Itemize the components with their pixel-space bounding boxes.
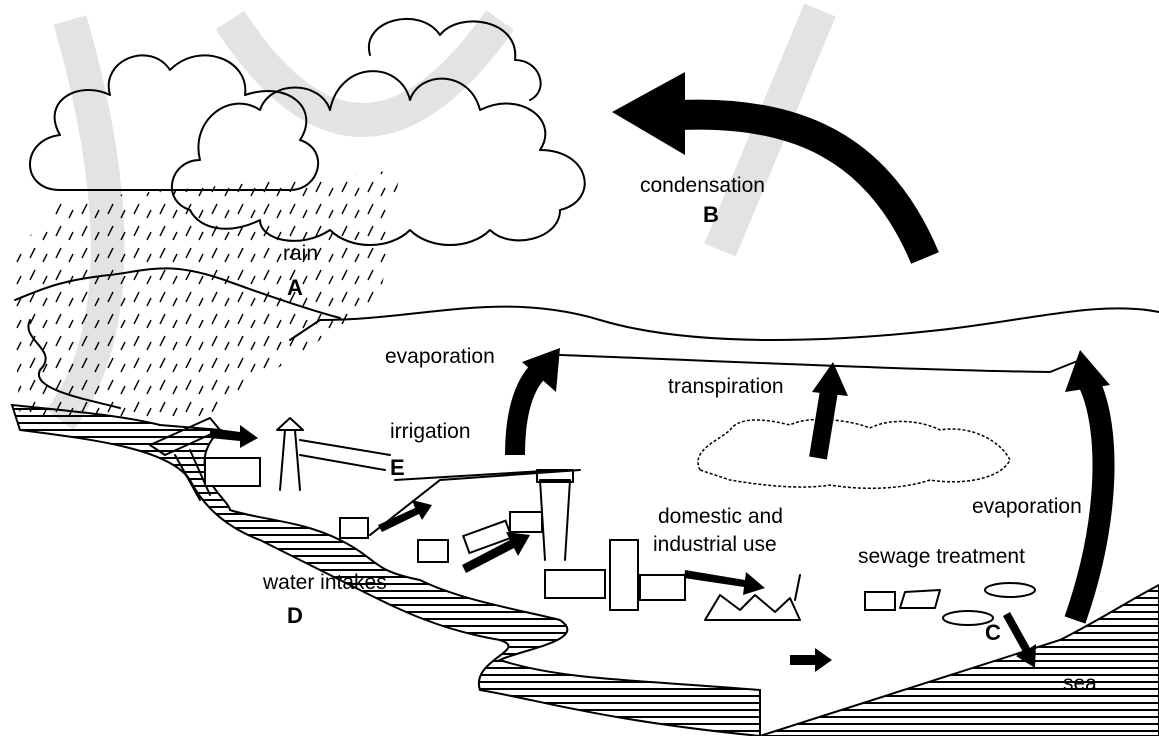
rain — [10, 170, 400, 420]
label: sea — [1063, 672, 1097, 695]
hill — [14, 267, 341, 319]
sea-evaporation-arrow — [1064, 380, 1115, 624]
cloud — [29, 54, 319, 191]
flow-arrow — [790, 648, 832, 672]
cloud — [367, 18, 542, 101]
label: transpiration — [668, 375, 784, 398]
river — [10, 403, 761, 736]
letter: B — [703, 202, 719, 227]
evaporation-arrow — [505, 357, 552, 456]
cloud — [171, 70, 586, 246]
label: evaporation — [972, 495, 1082, 518]
hill-line — [289, 305, 1159, 341]
label: water intakes — [262, 571, 387, 594]
transpiration-arrow-head — [812, 362, 848, 396]
forest — [697, 418, 1011, 489]
letter: D — [287, 603, 303, 628]
intake-arrow — [210, 425, 258, 448]
letter: E — [390, 455, 405, 480]
evaporation-arrow-head — [522, 348, 560, 392]
label: domestic and — [658, 505, 783, 528]
transpiration-arrow — [809, 383, 839, 460]
label: rain — [283, 242, 318, 265]
label: condensation — [640, 174, 765, 197]
label: industrial use — [653, 533, 777, 556]
irrigation-arrow — [462, 532, 530, 573]
labels: rain A condensation B evaporation transp… — [262, 174, 1097, 695]
letter: A — [287, 275, 303, 300]
condensation-arrow — [679, 99, 939, 264]
condensation-arrow-head — [612, 72, 685, 155]
outflow-arrow — [1003, 612, 1036, 668]
letter: C — [985, 620, 1001, 645]
sea-evaporation-arrow-head — [1065, 350, 1110, 392]
horizon — [559, 354, 1081, 373]
label: evaporation — [385, 345, 495, 368]
hill-slope — [27, 319, 121, 409]
pipe — [299, 439, 391, 471]
use-arrow — [684, 570, 765, 595]
irrigation-arrow — [378, 500, 432, 532]
label: sewage treatment — [858, 545, 1025, 568]
label: irrigation — [390, 420, 471, 443]
buildings — [204, 417, 1036, 626]
